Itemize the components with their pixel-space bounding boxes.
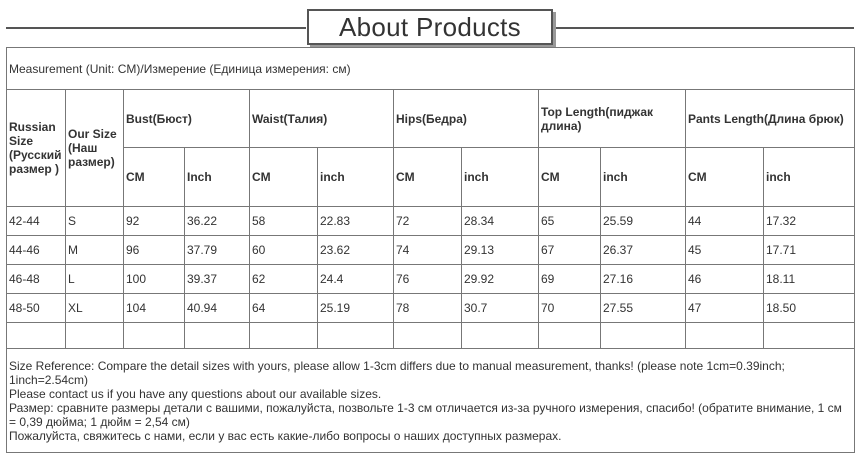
note-line: Размер: сравните размеры детали с вашими…: [9, 400, 842, 429]
size-notes: Size Reference: Compare the detail sizes…: [5, 348, 856, 453]
table-cell: 26.37: [600, 235, 686, 265]
column-header-top-length: Top Length(пиджак длина): [538, 89, 686, 148]
table-row: 42-44 S 92 36.22 58 22.83 72 28.34 65 25.59 44 17.3…: [6, 206, 856, 236]
table-cell: 64: [249, 293, 318, 323]
table-cell: 27.55: [600, 293, 686, 323]
table-cell: L: [65, 264, 124, 294]
table-cell: 23.62: [317, 235, 394, 265]
note-line: Please contact us if you have any questi…: [9, 386, 382, 401]
empty-cell: [762, 322, 856, 349]
note-line: Пожалуйста, свяжитесь с нами, если у вас…: [9, 428, 562, 443]
table-cell: 46-48: [6, 264, 66, 294]
empty-cell: [600, 322, 686, 349]
table-cell: 22.83: [317, 206, 394, 236]
table-cell: XL: [65, 293, 124, 323]
table-cell: 40.94: [184, 293, 250, 323]
table-cell: 30.7: [461, 293, 539, 323]
unit-header: CM: [685, 147, 764, 207]
title-divider-left: [6, 27, 306, 29]
title-box: About Products: [307, 9, 553, 45]
table-row: 44-46 M 96 37.79 60 23.62 74 29.13 67 26.37 45 17.7…: [6, 235, 856, 265]
empty-cell: [393, 322, 462, 349]
table-cell: S: [65, 206, 124, 236]
table-cell: 17.71: [762, 235, 856, 265]
empty-cell: [317, 322, 394, 349]
table-cell: 92: [123, 206, 185, 236]
table-cell: 45: [685, 235, 764, 265]
unit-header: Inch: [184, 147, 250, 207]
table-cell: 37.79: [184, 235, 250, 265]
empty-cell: [184, 322, 250, 349]
table-cell: 18.50: [762, 293, 856, 323]
table-cell: 104: [123, 293, 185, 323]
unit-header: CM: [123, 147, 185, 207]
table-cell: 74: [393, 235, 462, 265]
empty-cell: [249, 322, 318, 349]
table-cell: 69: [538, 264, 601, 294]
title-divider-right: [554, 27, 854, 29]
unit-header: inch: [762, 147, 856, 207]
column-header-bust: Bust(Бюст): [123, 89, 250, 148]
column-header-russian-size: Russian Size (Русский размер ): [6, 89, 66, 207]
table-cell: 96: [123, 235, 185, 265]
size-chart-table: Measurement (Unit: CM)/Измерение (Единиц…: [5, 47, 856, 453]
unit-header: inch: [317, 147, 394, 207]
empty-cell: [65, 322, 124, 349]
table-cell: 65: [538, 206, 601, 236]
table-row: 46-48 L 100 39.37 62 24.4 76 29.92 69 27.16 46 18.1…: [6, 264, 856, 294]
table-cell: 25.59: [600, 206, 686, 236]
unit-header: CM: [249, 147, 318, 207]
column-header-our-size: Our Size (Наш размер): [65, 89, 124, 207]
table-cell: 18.11: [762, 264, 856, 294]
table-cell: 24.4: [317, 264, 394, 294]
empty-cell: [6, 322, 66, 349]
table-cell: 28.34: [461, 206, 539, 236]
table-cell: 17.32: [762, 206, 856, 236]
table-cell: 39.37: [184, 264, 250, 294]
note-line: Size Reference: Compare the detail sizes…: [9, 358, 785, 387]
measurement-caption: Measurement (Unit: CM)/Измерение (Единиц…: [5, 47, 856, 90]
column-header-hips: Hips(Бедра): [393, 89, 539, 148]
table-cell: 29.13: [461, 235, 539, 265]
empty-cell: [685, 322, 764, 349]
table-cell: 48-50: [6, 293, 66, 323]
table-cell: 70: [538, 293, 601, 323]
table-cell: 58: [249, 206, 318, 236]
table-cell: 76: [393, 264, 462, 294]
empty-cell: [538, 322, 601, 349]
page-title: About Products: [339, 11, 521, 42]
unit-header: inch: [600, 147, 686, 207]
table-cell: 36.22: [184, 206, 250, 236]
table-cell: 47: [685, 293, 764, 323]
column-header-waist: Waist(Талия): [249, 89, 394, 148]
empty-cell: [123, 322, 185, 349]
column-header-pants-length: Pants Length(Длина брюк): [684, 89, 856, 148]
table-cell: 67: [538, 235, 601, 265]
unit-header: inch: [461, 147, 539, 207]
empty-cell: [461, 322, 539, 349]
table-cell: 62: [249, 264, 318, 294]
empty-row: [6, 322, 856, 349]
table-cell: 25.19: [317, 293, 394, 323]
table-cell: 72: [393, 206, 462, 236]
table-cell: M: [65, 235, 124, 265]
table-cell: 78: [393, 293, 462, 323]
table-cell: 100: [123, 264, 185, 294]
table-cell: 29.92: [461, 264, 539, 294]
table-cell: 46: [685, 264, 764, 294]
table-cell: 44-46: [6, 235, 66, 265]
unit-header: CM: [538, 147, 601, 207]
table-cell: 44: [685, 206, 764, 236]
table-row: 48-50 XL 104 40.94 64 25.19 78 30.7 70 27.55 47 18.…: [6, 293, 856, 323]
table-cell: 42-44: [6, 206, 66, 236]
table-cell: 60: [249, 235, 318, 265]
table-cell: 27.16: [600, 264, 686, 294]
unit-header: CM: [393, 147, 462, 207]
